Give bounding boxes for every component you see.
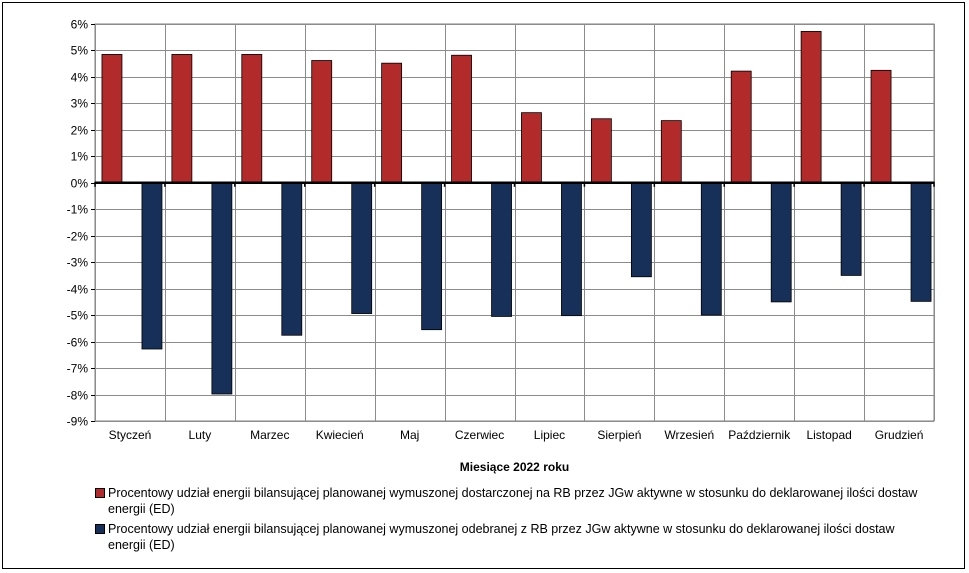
bar-received [910, 182, 932, 302]
bar-received [211, 182, 233, 395]
y-tick-label: -3% [67, 256, 89, 270]
bar-received [421, 182, 443, 331]
y-tick-label: 3% [71, 97, 89, 111]
bar-received [561, 182, 582, 317]
bar-received [281, 182, 303, 336]
legend-swatch-supplied [95, 488, 105, 498]
y-tick-label: -4% [67, 283, 89, 297]
y-tick-label: -2% [67, 230, 89, 244]
x-tick-label: Lipiec [534, 428, 565, 442]
x-tick-label: Luty [189, 428, 212, 442]
x-tick-label: Marzec [250, 428, 289, 442]
legend-label-received: Procentowy udział energii bilansującej p… [108, 522, 895, 552]
y-tick-label: -9% [67, 415, 89, 429]
legend-entry-received: Procentowy udział energii bilansującej p… [95, 521, 935, 553]
y-tick-label: 1% [71, 150, 89, 164]
y-tick-label: 5% [71, 44, 89, 58]
bar-supplied [381, 62, 403, 184]
bar-received [840, 182, 862, 276]
x-tick-label: Grudzień [875, 428, 924, 442]
y-tick-label: -6% [67, 336, 89, 350]
y-tick-label: 6% [71, 18, 89, 32]
bar-supplied [241, 54, 263, 184]
bar-supplied [451, 54, 472, 184]
legend-entry-supplied: Procentowy udział energii bilansującej p… [95, 485, 935, 517]
x-tick-label: Styczeń [109, 428, 152, 442]
x-tick-label: Listopad [806, 428, 851, 442]
x-tick-label: Czerwiec [455, 428, 504, 442]
bar-supplied [870, 69, 892, 184]
y-tick-label: -1% [67, 203, 89, 217]
x-tick-label: Sierpień [597, 428, 641, 442]
y-tick-label: -8% [67, 389, 89, 403]
bar-supplied [800, 31, 822, 184]
legend-swatch-received [95, 524, 105, 534]
bar-received [141, 182, 163, 350]
y-tick-label: -5% [67, 309, 89, 323]
bar-received [351, 182, 373, 314]
x-tick-label: Maj [400, 428, 419, 442]
legend: Procentowy udział energii bilansującej p… [95, 485, 935, 557]
legend-label-supplied: Procentowy udział energii bilansującej p… [108, 486, 918, 516]
x-axis-title: Miesiące 2022 roku [460, 460, 569, 474]
y-tick-label: -7% [67, 362, 89, 376]
bar-received [770, 182, 792, 303]
bar-received [491, 182, 512, 317]
bar-supplied [311, 60, 333, 184]
y-tick-label: 2% [71, 124, 89, 138]
bar-supplied [521, 112, 542, 184]
bar-supplied [730, 70, 752, 184]
bar-supplied [590, 118, 612, 184]
bar-received [630, 182, 652, 278]
x-tick-label: Kwiecień [316, 428, 364, 442]
bar-supplied [171, 54, 193, 184]
y-tick-label: 0% [71, 177, 89, 191]
bar-supplied [660, 120, 682, 184]
x-tick-label: Wrzesień [664, 428, 714, 442]
y-tick-label: 4% [71, 71, 89, 85]
x-tick-label: Październik [728, 428, 791, 442]
bar-supplied [101, 54, 123, 184]
bar-received [700, 182, 722, 316]
